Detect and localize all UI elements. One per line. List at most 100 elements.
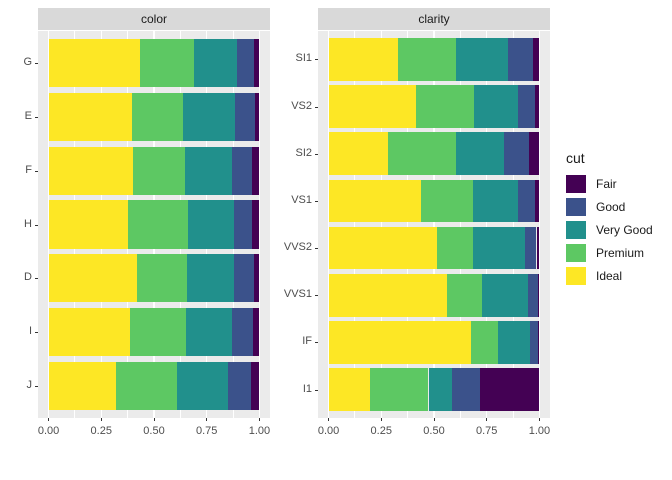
bar-row-G xyxy=(38,39,270,88)
bar-segment-J-Fair xyxy=(250,361,260,410)
bar-segment-F-Good xyxy=(232,146,253,195)
legend-label: Fair xyxy=(596,177,617,191)
bar-row-E xyxy=(38,92,270,142)
bar-segment-VS1-Ideal xyxy=(328,179,422,223)
legend-key-swatch xyxy=(566,175,586,193)
bar-row-I xyxy=(38,307,270,357)
facet-strip-label: color xyxy=(140,12,167,26)
y-axis-label-G: G xyxy=(23,56,32,69)
bar-row-D xyxy=(38,254,270,303)
legend-title: cut xyxy=(566,150,585,166)
bar-segment-D-Fair xyxy=(254,254,260,303)
bar-segment-J-Good xyxy=(227,361,251,410)
y-axis-tick xyxy=(315,153,318,155)
legend-key-swatch xyxy=(566,221,586,239)
x-axis-label: 0.75 xyxy=(476,425,498,437)
bar-segment-E-Fair xyxy=(254,92,260,142)
bar-row-VVS1 xyxy=(318,274,550,317)
bar-segment-H-Fair xyxy=(251,200,260,249)
bar-segment-H-Ideal xyxy=(48,200,128,249)
bar-segment-I-Very Good xyxy=(185,307,233,357)
y-axis-tick xyxy=(315,389,318,391)
legend-label: Very Good xyxy=(596,223,653,237)
legend-item-premium: Premium xyxy=(566,244,653,262)
bar-row-F xyxy=(38,146,270,195)
bar-segment-J-Very Good xyxy=(176,361,228,410)
bar-segment-E-Very Good xyxy=(182,92,235,142)
bar-segment-I-Good xyxy=(232,307,253,357)
y-axis-label-IF: IF xyxy=(302,335,312,348)
bar-segment-VVS1-Very Good xyxy=(482,274,528,317)
legend-label: Premium xyxy=(596,246,645,260)
legend-items: Fair Good Very Good Premium Ideal xyxy=(566,175,653,285)
y-axis-tick xyxy=(315,59,318,61)
y-axis-tick xyxy=(315,295,318,297)
legend-label: Good xyxy=(596,200,626,214)
y-axis-tick xyxy=(35,224,38,226)
x-axis-tick xyxy=(100,418,102,421)
x-axis-label: 1.00 xyxy=(528,425,551,437)
bar-row-J xyxy=(38,361,270,410)
x-axis-tick xyxy=(486,418,488,421)
legend: cut Fair Good Very Good Premium Ideal xyxy=(566,150,653,290)
x-axis-label: 0.50 xyxy=(423,425,445,437)
bar-segment-VVS2-Fair xyxy=(536,226,540,270)
bar-segment-VVS1-Fair xyxy=(538,274,540,317)
gridline-major xyxy=(485,31,488,418)
gridline-major xyxy=(258,31,261,418)
bar-segment-SI2-Fair xyxy=(528,132,540,175)
bar-segment-H-Good xyxy=(233,200,252,249)
legend-key-swatch xyxy=(566,267,586,285)
bar-segment-F-Premium xyxy=(133,146,185,195)
y-axis-tick xyxy=(35,170,38,172)
bar-segment-VS2-Good xyxy=(518,85,535,128)
y-axis-label-SI2: SI2 xyxy=(295,146,312,159)
bar-segment-I1-Premium xyxy=(370,368,429,411)
bar-segment-IF-Good xyxy=(529,321,539,364)
bar-segment-VS2-Fair xyxy=(535,85,540,128)
x-axis-label: 0.75 xyxy=(196,425,218,437)
bar-row-IF xyxy=(318,321,550,364)
bar-segment-IF-Premium xyxy=(471,321,499,364)
gridline-minor xyxy=(512,31,514,418)
y-axis-tick xyxy=(315,200,318,202)
bar-segment-G-Ideal xyxy=(48,39,140,88)
x-axis-tick xyxy=(153,418,155,421)
bar-segment-I1-Fair xyxy=(479,368,540,411)
y-axis-label-SI1: SI1 xyxy=(295,52,312,65)
legend-item-good: Good xyxy=(566,198,653,216)
bar-segment-D-Very Good xyxy=(186,254,234,303)
bar-segment-I-Premium xyxy=(130,307,186,357)
gridline-minor xyxy=(354,31,356,418)
y-axis-label-E: E xyxy=(24,110,32,122)
gridline-major xyxy=(380,31,383,418)
bar-segment-VS1-Good xyxy=(518,179,535,223)
facet-strip-label: clarity xyxy=(418,12,450,26)
legend-item-ideal: Ideal xyxy=(566,267,653,285)
bar-row-VVS2 xyxy=(318,226,550,270)
gridline-minor xyxy=(407,31,409,418)
y-axis-label-H: H xyxy=(24,217,32,230)
y-axis-label-I: I xyxy=(28,325,32,337)
y-axis-tick xyxy=(315,248,318,250)
bar-segment-H-Very Good xyxy=(187,200,234,249)
x-axis-label: 0.00 xyxy=(37,425,60,437)
bar-segment-SI1-Premium xyxy=(397,38,456,81)
bar-row-SI1 xyxy=(318,38,550,81)
y-axis-tick xyxy=(35,278,38,280)
x-axis-label: 0.25 xyxy=(370,425,392,437)
x-axis-tick xyxy=(380,418,382,421)
bar-segment-E-Ideal xyxy=(48,92,133,142)
x-axis-label: 0.00 xyxy=(317,425,340,437)
bar-segment-VVS1-Premium xyxy=(446,274,483,317)
bar-segment-E-Premium xyxy=(132,92,183,142)
x-axis-label: 0.50 xyxy=(143,425,165,437)
y-axis-tick xyxy=(35,117,38,118)
facet-strip-color: color xyxy=(38,8,270,30)
y-axis-label-F: F xyxy=(25,163,32,176)
gridline-major xyxy=(433,31,435,418)
bar-segment-F-Very Good xyxy=(184,146,233,195)
x-axis-tick xyxy=(48,418,50,421)
bar-segment-SI2-Good xyxy=(503,132,529,175)
